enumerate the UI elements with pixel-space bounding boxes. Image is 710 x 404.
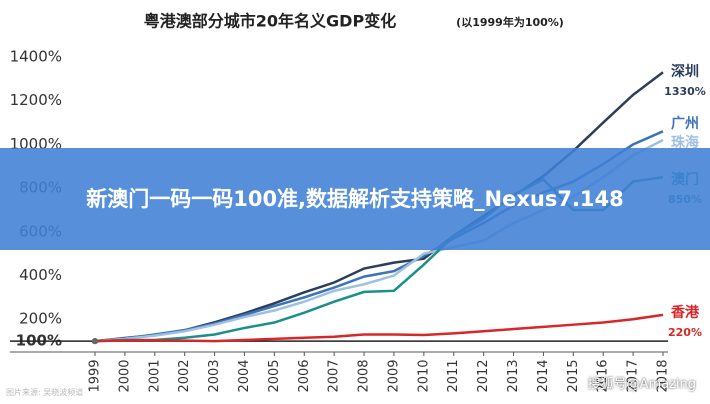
start-marker: [92, 338, 98, 345]
y-tick-label: 1200%: [10, 91, 62, 109]
x-tick-label: 2014: [536, 359, 551, 392]
x-tick-label: 2007: [327, 359, 342, 392]
x-tick-label: 2005: [267, 359, 282, 392]
chart-subtitle: (以1999年为100%): [456, 15, 564, 29]
legend-label: 深圳: [671, 63, 699, 80]
x-tick-label: 2004: [237, 359, 252, 392]
x-tick-label: 2009: [386, 359, 401, 392]
value-label: 220%: [668, 326, 702, 339]
x-tick-label: 2016: [596, 359, 611, 392]
x-tick-label: 2017: [626, 359, 641, 392]
legend-label: 广州: [671, 115, 699, 132]
x-tick-label: 2001: [147, 359, 162, 392]
x-tick-label: 2012: [476, 359, 491, 392]
x-tick-label: 2000: [117, 359, 132, 392]
x-tick-label: 2002: [177, 359, 192, 392]
chart-title: 粤港澳部分城市20年名义GDP变化: [144, 12, 396, 31]
x-tick-label: 2013: [506, 359, 521, 392]
line: [94, 313, 664, 343]
x-tick-label: 2008: [357, 359, 372, 392]
x-tick-label: 1999: [88, 359, 103, 392]
banner: 新澳门一码一码100准,数据解析支持策略_Nexus7.148: [0, 148, 710, 250]
legend-label: 香港: [670, 304, 700, 321]
x-tick-label: 2010: [416, 359, 431, 392]
y-tick-label: 200%: [19, 310, 62, 328]
y-tick-label: 1400%: [10, 48, 62, 66]
x-tick-label: 2018: [656, 359, 671, 392]
y-tick-label: 400%: [19, 266, 62, 284]
x-tick-label: 2006: [297, 359, 312, 392]
watermark: 搜狐号@Amazing: [587, 377, 696, 392]
legend-label: 珠海: [671, 134, 699, 151]
x-tick-label: 2015: [566, 359, 581, 392]
x-tick-label: 2003: [207, 359, 222, 392]
x-tick-label: 2011: [446, 359, 461, 392]
value-label: 1330%: [664, 85, 706, 98]
source: 图片来源: 吴晓波频道: [6, 388, 84, 397]
